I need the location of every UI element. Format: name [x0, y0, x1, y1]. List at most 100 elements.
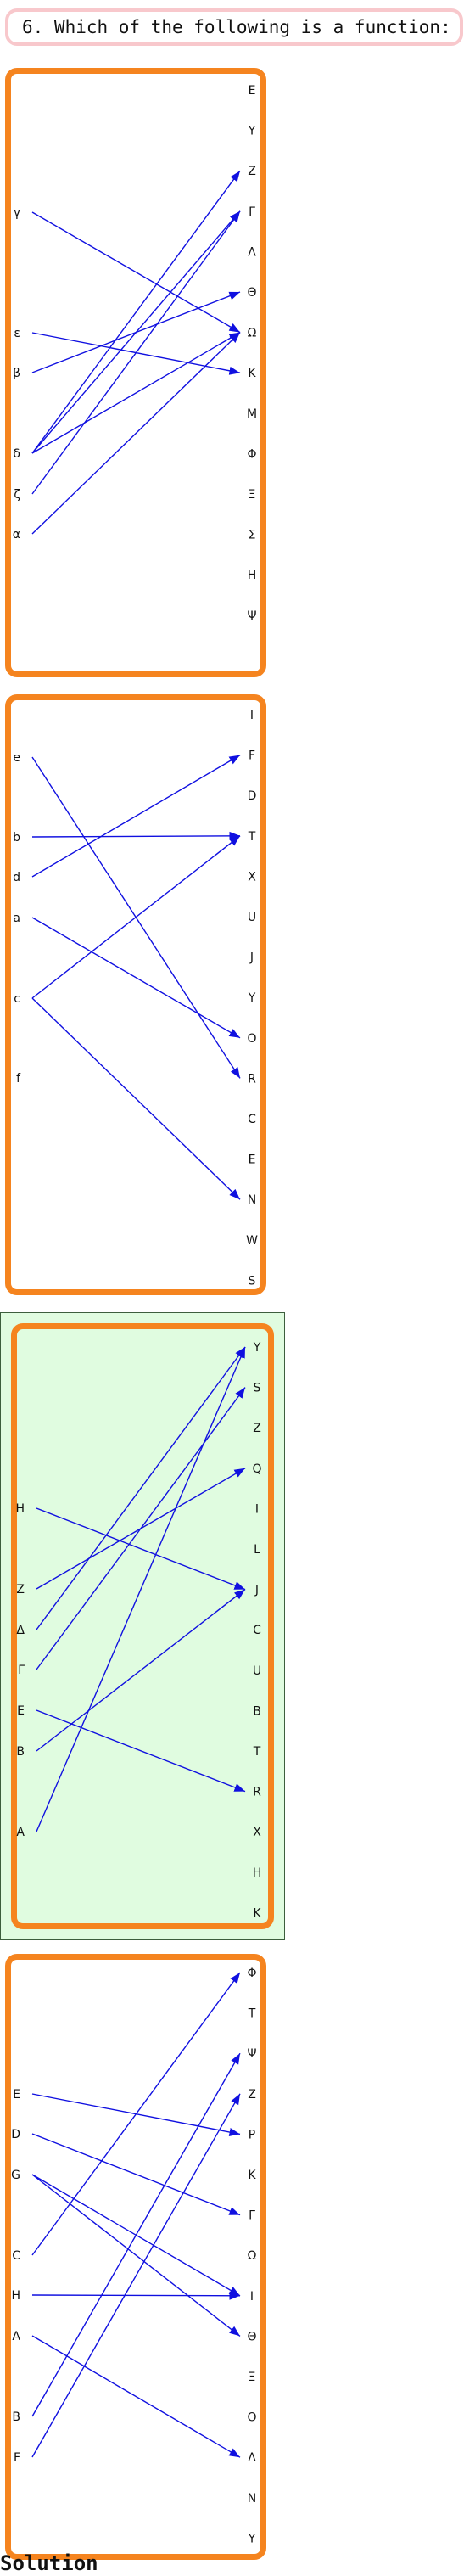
codomain-label: Γ	[249, 205, 255, 219]
codomain-label: K	[253, 1906, 261, 1920]
domain-label: c	[14, 992, 20, 1006]
mapping-arrow	[31, 2335, 241, 2458]
codomain-label: Y	[248, 2532, 256, 2545]
codomain-label: Ξ	[249, 488, 256, 502]
mapping-arrow	[36, 1346, 246, 1630]
option-1[interactable]: γ ε β δ ζ α E Y Z Γ Λ Θ Ω K M Φ Ξ Σ H Ψ	[5, 68, 266, 677]
domain-label: α	[13, 528, 20, 542]
codomain-label: Ξ	[249, 2371, 256, 2384]
codomain-label: X	[253, 1826, 261, 1839]
mapping-arrow	[31, 332, 241, 535]
codomain-label: Ψ	[247, 609, 256, 623]
mapping-arrow	[31, 997, 241, 1200]
codomain-label: I	[255, 1502, 259, 1516]
domain-label: Δ	[16, 1624, 25, 1637]
codomain-label: Ψ	[247, 2047, 256, 2061]
option-3[interactable]: H Z Δ Γ E B A Y S Z Q I L J C U B T R X H K	[0, 1312, 285, 1940]
codomain-label: K	[248, 2169, 256, 2182]
codomain-label: H	[253, 1866, 262, 1880]
codomain-label: Γ	[249, 2209, 255, 2223]
mapping-arrow	[31, 835, 241, 999]
option-4[interactable]: E D G C H A B F Φ T Ψ Z P K Γ Ω I Θ Ξ O Λ N Y	[5, 1954, 266, 2560]
domain-label: G	[11, 2169, 20, 2182]
option-4-mapping-diagram: E D G C H A B F Φ T Ψ Z P K Γ Ω I Θ Ξ O Λ N Y	[11, 1967, 257, 2545]
codomain-label: Φ	[247, 1967, 256, 1980]
codomain-label: T	[248, 830, 256, 844]
codomain-label: E	[249, 1153, 256, 1167]
domain-label: H	[15, 1502, 25, 1516]
codomain-label: Y	[248, 991, 256, 1005]
domain-label: d	[13, 871, 20, 884]
codomain-label: Ω	[248, 327, 257, 340]
mapping-arrow	[31, 754, 241, 878]
codomain-label: Θ	[247, 2330, 256, 2343]
solution-heading: Solution	[0, 2551, 98, 2575]
option-2-frame	[5, 694, 266, 1295]
mapping-arrow	[36, 1709, 246, 1793]
codomain-label: Y	[253, 1341, 261, 1355]
codomain-label: K	[248, 367, 256, 380]
domain-label: D	[11, 2128, 20, 2141]
option-2[interactable]: e b d a c f I F D T X U J Y O R C E N W S	[5, 694, 266, 1295]
mapping-arrow	[31, 917, 241, 1039]
codomain-label: Σ	[249, 529, 256, 542]
domain-label: A	[12, 2330, 20, 2343]
mapping-arrow	[31, 2093, 241, 2458]
codomain-label: L	[254, 1543, 260, 1557]
domain-label: B	[12, 2410, 20, 2424]
domain-label: B	[16, 1745, 25, 1759]
mapping-arrow	[31, 2052, 241, 2417]
domain-label: β	[13, 367, 20, 380]
codomain-label: B	[253, 1704, 261, 1718]
codomain-label: Ω	[248, 2249, 257, 2263]
domain-label: γ	[14, 206, 20, 220]
domain-label: Z	[16, 1583, 25, 1597]
mapping-arrow	[36, 1507, 246, 1591]
domain-label: f	[16, 1072, 21, 1086]
codomain-label: Φ	[247, 447, 256, 461]
option-1-mapping-diagram: γ ε β δ ζ α E Y Z Γ Λ Θ Ω K M Φ Ξ Σ H Ψ	[13, 84, 257, 623]
mapping-arrow	[36, 1589, 246, 1752]
codomain-label: Z	[248, 165, 256, 178]
codomain-label: W	[246, 1234, 258, 1248]
codomain-label: S	[249, 1274, 256, 1288]
mapping-arrow	[31, 831, 241, 840]
domain-label: a	[13, 912, 20, 925]
codomain-label: O	[247, 1032, 256, 1046]
mapping-arrow	[31, 210, 241, 495]
mapping-arrow	[31, 211, 241, 334]
codomain-label: T	[248, 2007, 256, 2021]
codomain-label: Q	[252, 1462, 261, 1476]
mapping-arrow	[36, 1346, 246, 1832]
codomain-label: E	[249, 84, 256, 98]
domain-label: ε	[14, 327, 20, 340]
codomain-label: U	[253, 1664, 261, 1678]
codomain-label: M	[247, 407, 257, 421]
option-1-frame	[5, 68, 266, 677]
mapping-arrow	[31, 170, 241, 454]
codomain-label: Θ	[247, 286, 256, 300]
mapping-arrow	[31, 2133, 241, 2216]
domain-label: e	[13, 751, 20, 765]
codomain-label: N	[248, 2492, 256, 2506]
domain-label: b	[13, 831, 20, 845]
codomain-label: R	[248, 1072, 256, 1086]
domain-label: F	[14, 2451, 20, 2465]
domain-label: A	[16, 1826, 25, 1839]
codomain-label: D	[248, 789, 257, 803]
mapping-arrow	[31, 210, 241, 454]
domain-label: Γ	[18, 1664, 25, 1677]
codomain-label: S	[254, 1382, 261, 1395]
codomain-label: I	[250, 709, 254, 722]
codomain-label: R	[253, 1786, 261, 1799]
question-prompt: 6. Which of the following is a function:	[5, 8, 463, 46]
domain-label: δ	[13, 447, 20, 461]
codomain-label: I	[250, 2290, 254, 2304]
codomain-label: P	[249, 2128, 255, 2141]
domain-label: ζ	[14, 488, 20, 502]
mapping-arrow	[31, 1972, 241, 2256]
codomain-label: J	[254, 1584, 259, 1597]
codomain-label: Y	[248, 125, 256, 138]
codomain-label: C	[248, 1113, 256, 1126]
mapping-arrow	[31, 2174, 241, 2337]
